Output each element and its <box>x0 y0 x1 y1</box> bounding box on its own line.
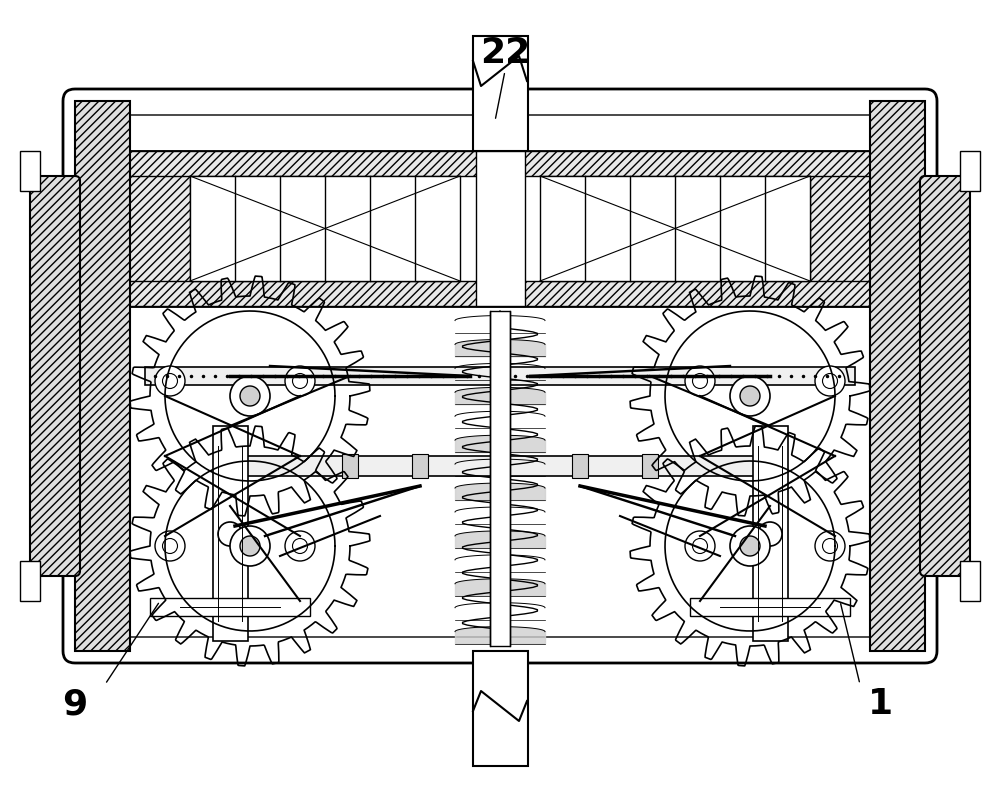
Bar <box>753 426 788 641</box>
Bar <box>473 36 528 151</box>
Bar <box>490 311 510 646</box>
Bar <box>110 151 890 306</box>
Bar <box>572 454 588 478</box>
Bar <box>492 454 508 478</box>
Circle shape <box>692 539 708 553</box>
Circle shape <box>240 536 260 556</box>
FancyBboxPatch shape <box>920 176 970 576</box>
Bar <box>476 151 525 306</box>
Bar <box>412 454 428 478</box>
Circle shape <box>218 522 242 546</box>
FancyBboxPatch shape <box>30 176 80 576</box>
Bar <box>20 561 40 601</box>
Circle shape <box>815 366 845 396</box>
Bar <box>75 101 130 651</box>
Text: 9: 9 <box>62 688 88 721</box>
Bar <box>642 454 658 478</box>
Circle shape <box>815 531 845 561</box>
Circle shape <box>285 531 315 561</box>
Circle shape <box>292 373 308 388</box>
Circle shape <box>685 531 715 561</box>
Circle shape <box>162 373 178 388</box>
Bar <box>145 367 855 385</box>
Circle shape <box>292 539 308 553</box>
Bar <box>473 651 528 766</box>
Circle shape <box>692 373 708 388</box>
Bar <box>870 101 925 651</box>
Circle shape <box>822 539 838 553</box>
Bar <box>245 456 755 476</box>
Bar <box>110 281 890 306</box>
Bar <box>540 176 810 281</box>
Circle shape <box>240 386 260 406</box>
Text: 22: 22 <box>480 36 530 70</box>
Circle shape <box>740 386 760 406</box>
Circle shape <box>230 526 270 566</box>
Bar <box>960 561 980 601</box>
Circle shape <box>155 531 185 561</box>
Bar <box>110 151 890 176</box>
Circle shape <box>230 376 270 416</box>
Bar <box>190 176 460 281</box>
Circle shape <box>162 539 178 553</box>
Bar <box>110 151 190 306</box>
Circle shape <box>740 536 760 556</box>
Bar <box>342 454 358 478</box>
Bar <box>20 151 40 191</box>
Bar <box>213 426 248 641</box>
FancyBboxPatch shape <box>63 89 937 663</box>
Circle shape <box>730 376 770 416</box>
Circle shape <box>155 366 185 396</box>
Circle shape <box>758 522 782 546</box>
Bar <box>150 598 310 616</box>
Circle shape <box>730 526 770 566</box>
Circle shape <box>685 366 715 396</box>
Circle shape <box>285 366 315 396</box>
Bar <box>690 598 850 616</box>
Text: 1: 1 <box>867 688 893 721</box>
Bar <box>960 151 980 191</box>
Bar <box>810 151 890 306</box>
Circle shape <box>822 373 838 388</box>
